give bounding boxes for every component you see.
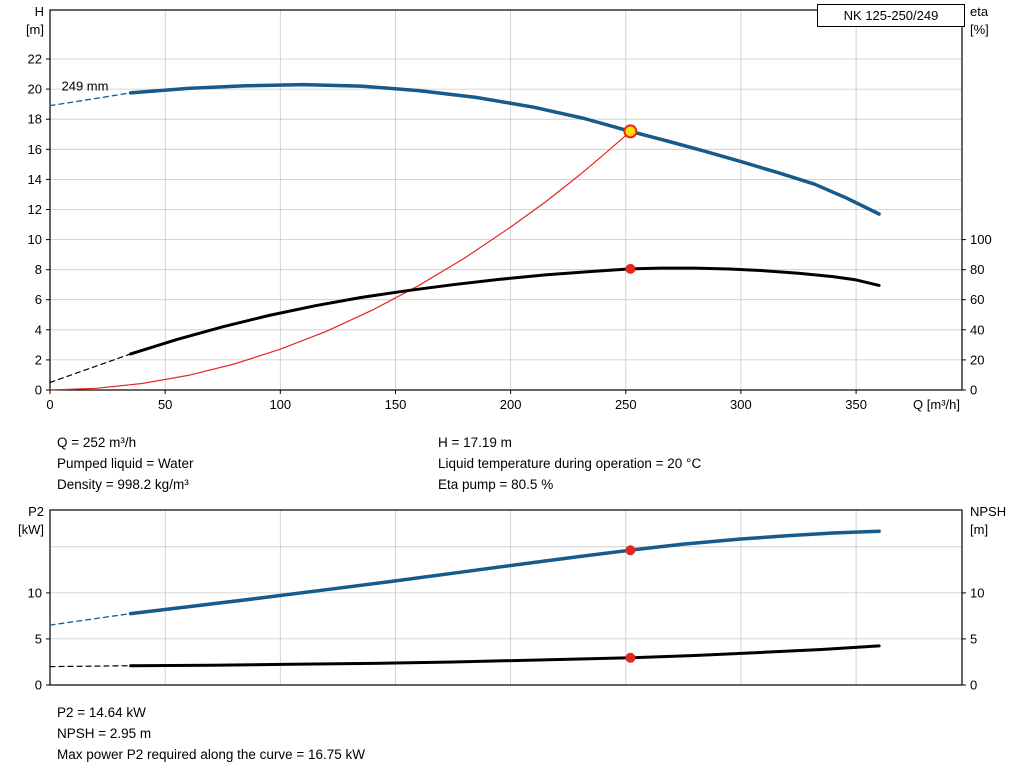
svg-text:[m]: [m] (970, 522, 988, 537)
svg-text:0: 0 (35, 678, 42, 693)
svg-text:22: 22 (28, 52, 42, 67)
info-line-liquid: Pumped liquid = Water (57, 456, 194, 471)
svg-text:[m]: [m] (26, 22, 44, 37)
svg-text:8: 8 (35, 262, 42, 277)
svg-text:100: 100 (970, 232, 992, 247)
svg-text:[%]: [%] (970, 22, 989, 37)
svg-text:200: 200 (500, 397, 522, 412)
svg-text:0: 0 (46, 397, 53, 412)
svg-text:350: 350 (845, 397, 867, 412)
qh-eta-chart: 0 2 4 6 8 10 12 14 16 18 20 22 0 20 40 60 80 100 0 50 100 150… (26, 4, 992, 412)
svg-text:NPSH: NPSH (970, 504, 1006, 519)
info-line-npsh: NPSH = 2.95 m (57, 726, 152, 741)
info-line-head: H = 17.19 m (438, 435, 512, 450)
svg-text:0: 0 (970, 678, 977, 693)
operating-data-left: Q = 252 m³/h Pumped liquid = Water Densi… (57, 432, 193, 495)
svg-text:250: 250 (615, 397, 637, 412)
svg-text:12: 12 (28, 202, 42, 217)
svg-text:60: 60 (970, 292, 984, 307)
power-data-block: P2 = 14.64 kW NPSH = 2.95 m Max power P2… (57, 702, 365, 765)
svg-text:16: 16 (28, 142, 42, 157)
svg-text:0: 0 (35, 383, 42, 398)
svg-text:10: 10 (28, 232, 42, 247)
svg-text:eta: eta (970, 4, 989, 19)
svg-text:Q [m³/h]: Q [m³/h] (913, 397, 960, 412)
svg-text:2: 2 (35, 352, 42, 367)
pump-type-label: NK 125-250/249 (817, 4, 965, 27)
svg-text:100: 100 (269, 397, 291, 412)
svg-text:6: 6 (35, 292, 42, 307)
svg-text:4: 4 (35, 322, 42, 337)
info-line-max-power: Max power P2 required along the curve = … (57, 747, 366, 762)
operating-data-right: H = 17.19 m Liquid temperature during op… (438, 432, 701, 495)
svg-text:5: 5 (970, 631, 977, 646)
svg-text:5: 5 (35, 631, 42, 646)
svg-text:40: 40 (970, 322, 984, 337)
info-line-temperature: Liquid temperature during operation = 20… (438, 456, 702, 471)
svg-text:50: 50 (158, 397, 172, 412)
info-line-p2: P2 = 14.64 kW (57, 705, 146, 720)
info-line-density: Density = 998.2 kg/m³ (57, 477, 189, 492)
info-line-flow: Q = 252 m³/h (57, 435, 137, 450)
svg-text:80: 80 (970, 262, 984, 277)
svg-text:[kW]: [kW] (18, 522, 44, 537)
operating-data-block: Q = 252 m³/h Pumped liquid = Water Densi… (0, 432, 1024, 496)
svg-text:249 mm: 249 mm (62, 79, 109, 94)
info-line-eta: Eta pump = 80.5 % (438, 477, 554, 492)
svg-text:0: 0 (970, 383, 977, 398)
svg-text:H: H (35, 4, 44, 19)
svg-text:P2: P2 (28, 504, 44, 519)
p2-npsh-chart: 0 5 10 0 5 10 P2 [kW] NPSH [m] (18, 504, 1006, 693)
svg-text:300: 300 (730, 397, 752, 412)
svg-text:10: 10 (970, 585, 984, 600)
svg-text:18: 18 (28, 112, 42, 127)
svg-text:14: 14 (28, 172, 42, 187)
svg-text:20: 20 (28, 82, 42, 97)
svg-text:10: 10 (28, 585, 42, 600)
svg-text:150: 150 (385, 397, 407, 412)
svg-text:20: 20 (970, 352, 984, 367)
